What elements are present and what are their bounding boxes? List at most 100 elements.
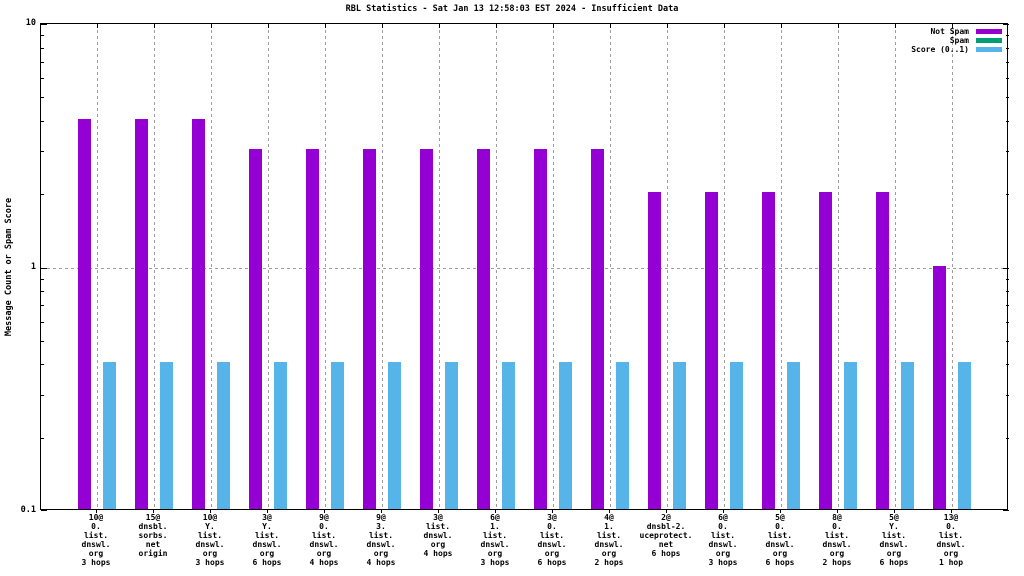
y-tick-mark-minor xyxy=(41,151,44,152)
y-tick-mark-minor xyxy=(1006,364,1009,365)
y-tick-mark-major xyxy=(1003,268,1009,269)
y-tick-mark-minor xyxy=(1006,121,1009,122)
legend-label: Not Spam xyxy=(930,27,969,36)
y-tick-mark-major xyxy=(41,510,47,511)
x-tick-label: 10@ Y. list. dnswl. org 3 hops xyxy=(195,513,225,567)
x-tick-mark-top xyxy=(154,24,155,28)
y-tick-mark-minor xyxy=(41,438,44,439)
legend-swatch-score-0-1 xyxy=(976,47,1002,52)
bar-not-spam xyxy=(78,118,91,509)
y-tick-label: 0.1 xyxy=(20,505,36,515)
x-tick-label: 10@ 0. list. dnswl. org 3 hops xyxy=(81,513,111,567)
y-tick-mark-minor xyxy=(1006,35,1009,36)
y-tick-mark-minor xyxy=(41,62,44,63)
x-tick-mark-bottom xyxy=(951,510,952,513)
bar-score-0-1 xyxy=(787,362,800,509)
x-tick-label: 2@ dnsbl-2. uceprotect. net 6 hops xyxy=(639,513,693,558)
y-tick-label: 1 xyxy=(30,262,36,272)
grid-line-vertical xyxy=(325,24,326,509)
bar-score-0-1 xyxy=(160,362,173,509)
x-tick-mark-bottom xyxy=(324,510,325,513)
grid-line-vertical xyxy=(610,24,611,509)
x-tick-mark-top xyxy=(211,24,212,28)
x-tick-mark-top xyxy=(838,24,839,28)
bar-not-spam xyxy=(477,149,490,509)
y-tick-mark-minor xyxy=(1006,395,1009,396)
legend-label: Spam xyxy=(949,36,969,45)
x-tick-mark-bottom xyxy=(894,510,895,513)
bar-score-0-1 xyxy=(217,362,230,509)
x-tick-mark-bottom xyxy=(495,510,496,513)
x-tick-mark-top xyxy=(781,24,782,28)
x-tick-mark-bottom xyxy=(609,510,610,513)
grid-line-vertical xyxy=(382,24,383,509)
x-tick-label: 9@ 3. list. dnswl. org 4 hops xyxy=(366,513,396,567)
x-tick-mark-bottom xyxy=(552,510,553,513)
y-tick-mark-minor xyxy=(41,35,44,36)
grid-line-vertical xyxy=(952,24,953,509)
y-tick-mark-major xyxy=(1003,24,1009,25)
bar-not-spam xyxy=(648,192,661,509)
x-tick-mark-top xyxy=(97,24,98,28)
x-tick-mark-top xyxy=(382,24,383,28)
y-tick-mark-minor xyxy=(41,78,44,79)
bar-not-spam xyxy=(591,149,604,509)
y-tick-mark-minor xyxy=(1006,279,1009,280)
x-tick-mark-top xyxy=(439,24,440,28)
y-tick-label: 10 xyxy=(25,18,36,28)
x-tick-mark-bottom xyxy=(780,510,781,513)
bar-score-0-1 xyxy=(901,362,914,509)
legend: Not Spam Spam Score (0..1) xyxy=(911,27,1002,54)
x-tick-mark-top xyxy=(496,24,497,28)
y-tick-mark-minor xyxy=(41,291,44,292)
bar-score-0-1 xyxy=(844,362,857,509)
y-tick-mark-minor xyxy=(41,364,44,365)
x-tick-mark-top xyxy=(952,24,953,28)
x-tick-mark-bottom xyxy=(96,510,97,513)
bar-not-spam xyxy=(363,149,376,509)
bar-not-spam xyxy=(249,149,262,509)
chart-title: RBL Statistics - Sat Jan 13 12:58:03 EST… xyxy=(345,4,679,14)
y-tick-mark-minor xyxy=(41,194,44,195)
grid-line-vertical xyxy=(154,24,155,509)
legend-entry-score-0-1: Score (0..1) xyxy=(911,45,1002,54)
plot-area xyxy=(40,23,1009,511)
x-tick-label: 13@ 0. list. dnswl. org 1 hop xyxy=(936,513,966,567)
bar-score-0-1 xyxy=(331,362,344,509)
x-tick-mark-bottom xyxy=(666,510,667,513)
grid-line-vertical xyxy=(211,24,212,509)
bar-not-spam xyxy=(420,149,433,509)
grid-line-vertical xyxy=(895,24,896,509)
bar-not-spam xyxy=(192,118,205,509)
x-tick-label: 9@ 0. list. dnswl. org 4 hops xyxy=(309,513,339,567)
y-tick-mark-major xyxy=(1003,510,1009,511)
bar-not-spam xyxy=(705,192,718,509)
y-tick-mark-minor xyxy=(1006,305,1009,306)
grid-line-vertical xyxy=(724,24,725,509)
bar-not-spam xyxy=(933,265,946,509)
x-tick-label: 6@ 1. list. dnswl. org 3 hops xyxy=(480,513,510,567)
y-tick-mark-minor xyxy=(41,395,44,396)
y-tick-mark-major xyxy=(41,24,47,25)
x-tick-label: 15@ dnsbl. sorbs. net origin xyxy=(138,513,168,558)
y-tick-mark-major xyxy=(41,268,47,269)
grid-line-vertical xyxy=(496,24,497,509)
grid-line-vertical xyxy=(439,24,440,509)
y-tick-mark-minor xyxy=(41,48,44,49)
bar-score-0-1 xyxy=(103,362,116,509)
x-tick-mark-top xyxy=(325,24,326,28)
y-tick-mark-minor xyxy=(1006,322,1009,323)
y-tick-mark-minor xyxy=(1006,291,1009,292)
grid-line-vertical xyxy=(667,24,668,509)
y-tick-mark-minor xyxy=(41,279,44,280)
y-tick-mark-minor xyxy=(1006,151,1009,152)
y-tick-mark-minor xyxy=(1006,78,1009,79)
y-tick-mark-minor xyxy=(1006,97,1009,98)
legend-swatch-spam xyxy=(976,38,1002,43)
x-tick-label: 3@ 0. list. dnswl. org 6 hops xyxy=(537,513,567,567)
x-tick-label: 3@ Y. list. dnswl. org 6 hops xyxy=(252,513,282,567)
bar-score-0-1 xyxy=(502,362,515,509)
y-tick-mark-minor xyxy=(41,322,44,323)
bar-score-0-1 xyxy=(673,362,686,509)
